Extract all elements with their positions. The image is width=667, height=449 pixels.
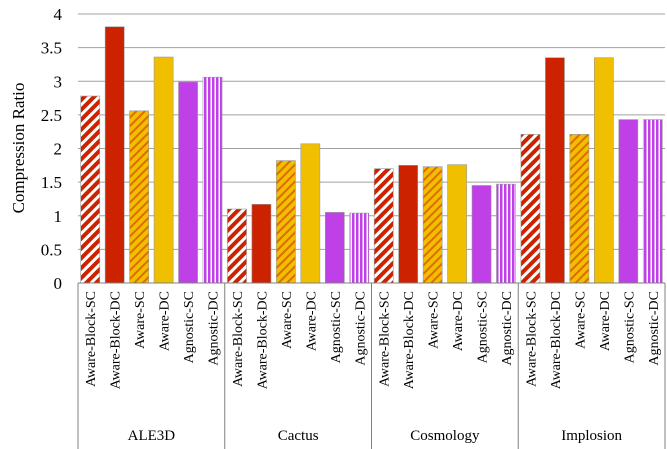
group-label: Cosmology [410, 428, 480, 444]
x-tick-label: Aware-Block-DC [549, 291, 564, 389]
x-tick-label: Aware-Block-DC [402, 291, 417, 389]
gridlines [78, 13, 665, 250]
x-tick-label: Aware-DC [158, 291, 173, 351]
x-tick-label: Aware-SC [133, 291, 148, 349]
x-tick-label: Agnostic-DC [353, 291, 368, 366]
y-tick-label: 1.5 [41, 173, 62, 192]
bar-ale3d-aware-block-sc [80, 95, 101, 284]
y-tick-label: 0.5 [41, 240, 62, 259]
x-tick-label: Aware-Block-DC [255, 291, 270, 389]
x-tick-label: Aware-Block-SC [378, 291, 393, 387]
y-axis-title: Compression Ratio [9, 83, 28, 214]
x-tick-label: Agnostic-SC [329, 291, 344, 363]
x-tick-label: Aware-Block-SC [231, 291, 246, 387]
bar-cosmology-agnostic-dc [496, 183, 516, 284]
x-tick-label: Aware-Block-DC [109, 291, 124, 389]
x-tick-label: Agnostic-SC [182, 291, 197, 363]
y-tick-label: 4 [54, 5, 63, 24]
bar-ale3d-aware-dc [153, 56, 174, 284]
x-tick-label: Aware-DC [304, 291, 319, 351]
y-tick-label: 0 [54, 274, 63, 293]
bar-cactus-aware-block-sc [227, 208, 247, 284]
x-tick-label: Agnostic-SC [476, 291, 491, 363]
bar-cosmology-agnostic-sc [471, 185, 492, 284]
x-tick-label: Aware-SC [280, 291, 295, 349]
bar-cosmology-aware-block-dc [398, 165, 419, 284]
bar-ale3d-agnostic-sc [178, 81, 198, 284]
x-tick-label: Agnostic-DC [647, 291, 662, 366]
x-tick-label: Aware-SC [427, 291, 442, 349]
group-label: Cactus [278, 428, 319, 444]
x-axis: Aware-Block-SC Aware-Block-DC Aware-SC Awar… [77, 282, 666, 449]
x-tick-label: Aware-Block-SC [524, 291, 539, 387]
y-axis-ticks: 0 0.5 1 1.5 2 2.5 3 3.5 4 [41, 5, 63, 293]
x-tick-label: Agnostic-SC [622, 291, 637, 363]
x-tick-label: Aware-Block-SC [84, 291, 99, 387]
bars [80, 26, 663, 284]
y-tick-label: 3 [54, 72, 63, 91]
x-tick-label: Agnostic-DC [207, 291, 222, 366]
y-tick-label: 2.5 [41, 106, 62, 125]
y-tick-label: 3.5 [41, 39, 62, 58]
bar-cosmology-aware-sc [422, 166, 443, 284]
bar-cactus-aware-dc [300, 143, 321, 284]
bar-implosion-agnostic-dc [642, 119, 663, 284]
bar-cosmology-aware-dc [447, 164, 467, 284]
bar-implosion-agnostic-sc [618, 119, 639, 284]
bar-implosion-aware-block-dc [545, 57, 565, 284]
y-tick-label: 2 [54, 140, 63, 159]
x-tick-label: Aware-DC [598, 291, 613, 351]
x-tick-label: Agnostic-DC [500, 291, 515, 366]
bar-cactus-agnostic-dc [349, 212, 370, 284]
bar-implosion-aware-block-sc [520, 134, 541, 284]
bar-cosmology-aware-block-sc [373, 168, 394, 284]
y-tick-label: 1 [54, 207, 63, 226]
group-label: ALE3D [128, 428, 176, 444]
bar-ale3d-aware-block-dc [104, 26, 125, 284]
bar-cactus-aware-block-dc [251, 204, 272, 284]
bar-ale3d-aware-sc [129, 110, 149, 284]
group-label: Implosion [561, 428, 622, 444]
bar-cactus-agnostic-sc [324, 212, 345, 284]
x-tick-label: Aware-DC [451, 291, 466, 351]
bar-ale3d-agnostic-dc [202, 76, 223, 284]
bar-cactus-aware-sc [276, 160, 296, 284]
bar-implosion-aware-sc [569, 134, 590, 284]
x-tick-label: Aware-SC [573, 291, 588, 349]
bar-implosion-aware-dc [594, 57, 614, 284]
